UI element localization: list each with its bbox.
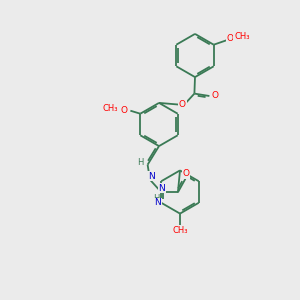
- Text: CH₃: CH₃: [173, 226, 188, 235]
- Text: O: O: [182, 169, 190, 178]
- Text: H: H: [137, 158, 143, 167]
- Text: N: N: [159, 184, 165, 193]
- Text: CH₃: CH₃: [234, 32, 250, 41]
- Text: H: H: [153, 194, 159, 203]
- Text: O: O: [226, 34, 233, 43]
- Text: CH₃: CH₃: [103, 104, 118, 113]
- Text: O: O: [179, 100, 186, 109]
- Text: O: O: [121, 106, 128, 115]
- Text: N: N: [154, 198, 161, 207]
- Text: O: O: [212, 92, 219, 100]
- Text: N: N: [148, 172, 155, 181]
